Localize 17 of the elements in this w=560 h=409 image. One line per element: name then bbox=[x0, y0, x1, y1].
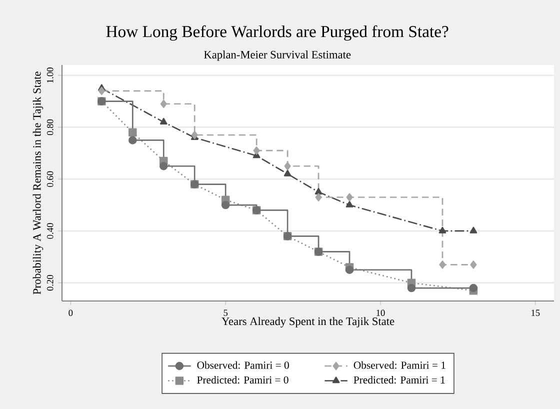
chart-title: How Long Before Warlords are Purged from State? bbox=[106, 25, 448, 41]
x-tick-label: 10 bbox=[376, 310, 385, 316]
y-tick-label: 0.80 bbox=[46, 119, 54, 136]
y-tick-label: 1.00 bbox=[46, 68, 54, 83]
y-axis-title: Probability A Warlord Remains in the Tajik State bbox=[32, 72, 44, 294]
x-tick-label: 0 bbox=[68, 310, 73, 316]
legend-label: Observed: Pamiri = 1 bbox=[354, 361, 446, 369]
x-axis-title: Years Already Spent in the Tajik State bbox=[222, 317, 394, 328]
y-tick-label: 0.20 bbox=[46, 275, 54, 291]
legend-label: Predicted: Pamiri = 1 bbox=[354, 376, 445, 384]
chart-subtitle: Kaplan-Meier Survival Estimate bbox=[204, 50, 351, 61]
legend-label: Observed: Pamiri = 0 bbox=[197, 361, 289, 369]
x-tick-label: 5 bbox=[224, 310, 228, 316]
legend-label: Predicted: Pamiri = 0 bbox=[197, 376, 288, 384]
x-tick-label: 15 bbox=[532, 310, 540, 316]
y-tick-label: 0.40 bbox=[46, 223, 54, 239]
y-tick-label: 0.60 bbox=[46, 171, 54, 187]
